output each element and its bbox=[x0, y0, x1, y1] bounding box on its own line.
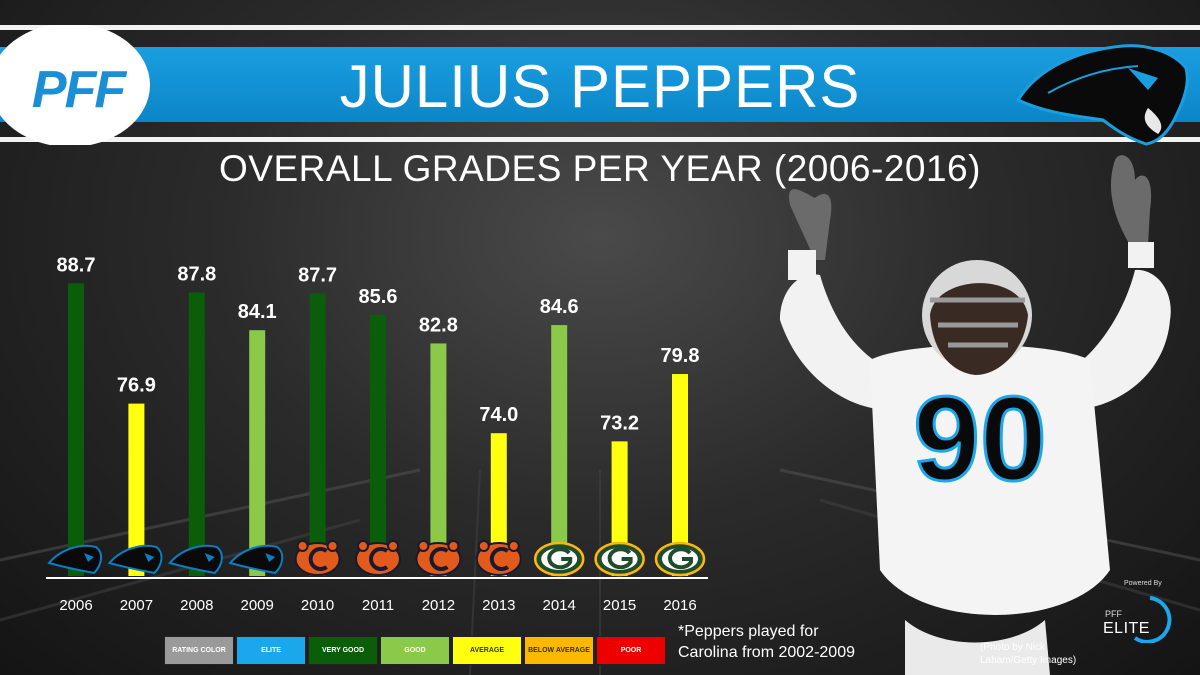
bears-logo-icon bbox=[475, 540, 522, 576]
x-tick-label: 2009 bbox=[241, 597, 274, 614]
panthers-logo-icon bbox=[168, 544, 223, 575]
bar bbox=[249, 330, 266, 576]
bar bbox=[551, 325, 568, 576]
panthers-logo-icon bbox=[228, 544, 284, 575]
bar bbox=[370, 314, 386, 576]
bar bbox=[490, 433, 507, 576]
legend-item: BELOW AVERAGE bbox=[524, 636, 594, 665]
legend-item: AVERAGE bbox=[452, 636, 522, 665]
player-photo-icon: 90 bbox=[780, 155, 1171, 675]
data-label: 84.1 bbox=[238, 301, 277, 323]
data-label: 84.6 bbox=[540, 296, 579, 318]
bar bbox=[128, 403, 145, 576]
bar bbox=[188, 292, 205, 576]
x-tick-label: 2006 bbox=[59, 597, 92, 614]
legend-item: GOOD bbox=[380, 636, 450, 665]
data-label: 73.2 bbox=[600, 412, 639, 434]
legend-item: ELITE bbox=[236, 636, 306, 665]
pff-logo-text: PFF bbox=[32, 61, 127, 119]
x-tick-label: 2012 bbox=[422, 597, 455, 614]
x-tick-label: 2015 bbox=[603, 597, 636, 614]
panthers-logo-icon bbox=[107, 544, 163, 575]
data-label: 79.8 bbox=[661, 345, 700, 367]
data-label: 88.7 bbox=[57, 254, 96, 276]
chart-subtitle: OVERALL GRADES PER YEAR (2006-2016) bbox=[219, 148, 981, 189]
data-label: 87.7 bbox=[298, 264, 337, 286]
footnote-line-1: *Peppers played for bbox=[678, 623, 819, 640]
data-label: 74.0 bbox=[479, 404, 518, 426]
bar bbox=[68, 283, 84, 576]
bar bbox=[672, 374, 688, 576]
top-rule bbox=[0, 25, 1200, 30]
data-label: 82.8 bbox=[419, 314, 458, 336]
bears-logo-icon bbox=[415, 540, 462, 576]
legend-item: VERY GOOD bbox=[308, 636, 378, 665]
powered-by-label: Powered By bbox=[1124, 580, 1162, 587]
x-tick-label: 2013 bbox=[482, 597, 515, 614]
x-tick-label: 2011 bbox=[362, 597, 394, 614]
packers-logo-icon bbox=[533, 541, 585, 577]
x-tick-label: 2014 bbox=[543, 597, 576, 614]
bottom-rule bbox=[0, 137, 1200, 142]
svg-text:90: 90 bbox=[913, 372, 1046, 506]
footnote-line-2: Carolina from 2002-2009 bbox=[678, 644, 855, 661]
x-tick-label: 2016 bbox=[663, 597, 696, 614]
x-tick-label: 2008 bbox=[180, 597, 213, 614]
pff-brand-label: PFF bbox=[1105, 609, 1122, 619]
x-tick-label: 2010 bbox=[301, 597, 334, 614]
photo-credit: (Photo by Nick Laham/Getty Images) bbox=[980, 642, 1077, 666]
bears-logo-icon bbox=[294, 540, 341, 576]
packers-logo-icon bbox=[594, 541, 645, 577]
pff-logo-icon: PFF bbox=[0, 25, 150, 145]
legend-item: RATING COLOR bbox=[164, 636, 234, 665]
title-banner bbox=[0, 47, 1200, 122]
panthers-logo-icon bbox=[47, 544, 102, 575]
bar bbox=[430, 343, 447, 576]
pff-elite-badge-icon bbox=[1133, 596, 1172, 643]
bears-logo-icon bbox=[355, 540, 401, 576]
elite-label: ELITE bbox=[1103, 620, 1150, 637]
data-label: 76.9 bbox=[117, 375, 156, 397]
data-label: 85.6 bbox=[359, 286, 398, 308]
data-label: 87.8 bbox=[177, 263, 216, 285]
packers-logo-icon bbox=[654, 541, 706, 577]
x-tick-label: 2007 bbox=[120, 597, 153, 614]
panthers-logo-icon bbox=[1015, 44, 1189, 146]
bar bbox=[309, 293, 326, 576]
rating-color-legend: RATING COLOR ELITE VERY GOOD GOOD AVERAGE BEL… bbox=[164, 636, 666, 665]
footnote: *Peppers played for Carolina from 2002-2… bbox=[678, 621, 855, 663]
legend-item: POOR bbox=[596, 636, 666, 665]
page-title: JULIUS PEPPERS bbox=[339, 53, 861, 120]
